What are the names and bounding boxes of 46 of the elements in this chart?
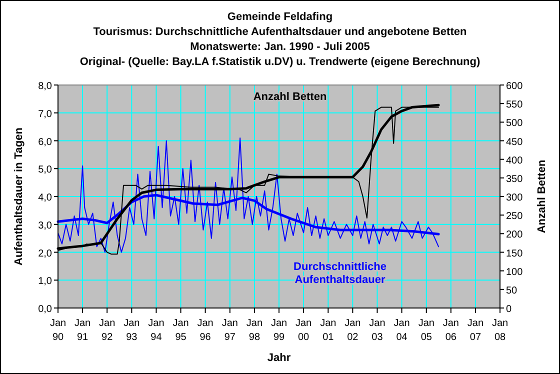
y2-tick-label: 550 bbox=[506, 100, 524, 111]
y2-tick-label: 600 bbox=[506, 81, 524, 92]
x-tick-label: Jan 01 bbox=[320, 318, 336, 343]
y2-tick-label: 450 bbox=[506, 136, 524, 148]
y2-axis-title: Anzahl Betten bbox=[536, 160, 548, 234]
x-tick-label: Jan 05 bbox=[418, 318, 434, 343]
y2-tick-label: 350 bbox=[506, 174, 524, 185]
y-tick-label: 8,0 bbox=[38, 81, 52, 92]
y2-tick-label: 300 bbox=[506, 192, 524, 204]
y2-tick-label: 100 bbox=[506, 266, 524, 278]
x-tick-label: Jan 95 bbox=[172, 318, 189, 343]
chart-title: Gemeinde Feldafing bbox=[227, 11, 333, 23]
y2-tick-label: 0 bbox=[506, 304, 512, 315]
x-tick-label: Jan 99 bbox=[270, 318, 288, 343]
y2-tick-label: 500 bbox=[506, 118, 524, 130]
y-tick-label: 1,0 bbox=[38, 276, 52, 288]
y-tick-label: 7,0 bbox=[38, 108, 52, 120]
y-axis-title: Aufenthaltsdauer in Tagen bbox=[13, 127, 25, 266]
x-tick-label: Jan 03 bbox=[369, 318, 386, 343]
x-tick-label: Jan 00 bbox=[295, 318, 312, 343]
x-tick-label: Jan 93 bbox=[124, 318, 140, 343]
x-tick-label: Jan 94 bbox=[148, 318, 164, 343]
x-tick-label: Jan 96 bbox=[197, 318, 214, 343]
x-tick-label: Jan 08 bbox=[492, 318, 508, 343]
x-tick-label: Jan 04 bbox=[394, 318, 410, 343]
y-tick-label: 4,0 bbox=[38, 192, 52, 204]
x-tick-label: Jan 02 bbox=[344, 318, 361, 343]
x-tick-label: Jan 91 bbox=[74, 318, 91, 343]
x-tick-label: Jan 97 bbox=[222, 318, 238, 343]
y2-tick-label: 200 bbox=[506, 230, 524, 241]
x-tick-label: Jan 90 bbox=[50, 318, 66, 343]
y-tick-label: 0,0 bbox=[38, 304, 52, 315]
y2-tick-label: 400 bbox=[506, 155, 524, 166]
y-tick-label: 5,0 bbox=[38, 164, 52, 176]
x-tick-label: Jan 92 bbox=[99, 318, 116, 343]
x-tick-label: Jan 98 bbox=[246, 318, 263, 343]
x-axis-title: Jahr bbox=[267, 352, 292, 364]
y-tick-label: 3,0 bbox=[38, 220, 52, 232]
y-tick-label: 6,0 bbox=[38, 136, 52, 148]
y-tick-label: 2,0 bbox=[38, 248, 52, 260]
y2-tick-label: 250 bbox=[506, 211, 524, 222]
x-tick-label: Jan 07 bbox=[467, 318, 484, 343]
chart-subtitle: Tourismus: Durchschnittliche Aufenthaltsdauer und angebotene Betten Monatswerte: Jan. 1990 - Juli 2005 Original- (Quelle: Bay.LA f.Statistik u.DV) u. Trendwerte (eigene Berechnung) bbox=[80, 26, 480, 68]
y2-tick-label: 50 bbox=[506, 285, 518, 296]
x-tick-label: Jan 06 bbox=[442, 318, 459, 343]
y2-tick-label: 150 bbox=[506, 248, 524, 260]
